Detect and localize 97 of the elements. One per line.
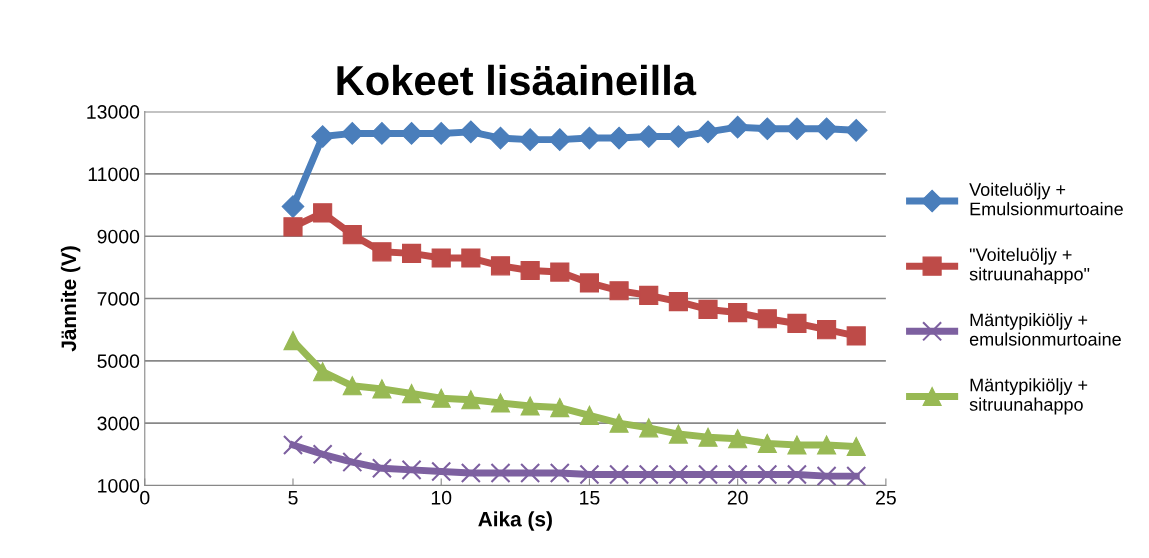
legend-label: "Voiteluöljy + sitruunahappo" <box>969 247 1090 285</box>
point <box>520 462 541 484</box>
point <box>728 429 748 449</box>
point <box>372 242 392 262</box>
point <box>460 462 481 484</box>
point <box>342 225 362 245</box>
point <box>459 120 483 144</box>
point <box>579 405 600 425</box>
point <box>757 433 777 453</box>
point <box>550 397 570 418</box>
point <box>490 256 511 276</box>
y-tick-label: 3000 <box>97 416 140 431</box>
point <box>518 128 542 151</box>
point <box>431 248 451 268</box>
point <box>757 464 778 485</box>
point <box>639 285 659 305</box>
point <box>401 459 422 480</box>
point <box>757 309 777 329</box>
x-tick-label: 0 <box>140 490 150 505</box>
point <box>815 117 838 141</box>
point <box>639 418 659 438</box>
point <box>609 464 630 485</box>
point <box>609 281 629 301</box>
point <box>461 390 481 410</box>
point <box>785 117 809 141</box>
y-tick-label: 9000 <box>97 229 140 244</box>
point <box>726 115 750 139</box>
point <box>400 122 423 145</box>
x-tick-label: 10 <box>431 490 452 505</box>
point <box>787 313 807 334</box>
point <box>372 379 392 399</box>
point <box>431 461 452 482</box>
point <box>696 120 720 144</box>
y-tick-label: 5000 <box>97 354 140 369</box>
point <box>668 292 688 312</box>
y-axis-title: Jännite (V) <box>60 246 81 352</box>
point <box>549 462 570 484</box>
point <box>816 466 837 486</box>
point <box>638 464 659 485</box>
y-tick-label: 1000 <box>98 478 140 493</box>
point <box>520 396 540 416</box>
point <box>312 444 333 465</box>
point <box>846 436 866 457</box>
y-tick-label: 13000 <box>87 105 140 119</box>
y-tick-label: 7000 <box>97 292 140 306</box>
y-tick-label: 11000 <box>88 167 140 182</box>
point <box>340 122 364 145</box>
point <box>401 383 422 404</box>
point <box>342 452 363 473</box>
point <box>817 435 837 455</box>
point <box>698 299 718 320</box>
point <box>461 248 481 268</box>
point <box>786 464 808 485</box>
point <box>548 128 572 151</box>
legend-label: Mäntypikiöljy + emulsionmurtoaine <box>969 312 1121 346</box>
point <box>282 434 304 456</box>
point <box>371 458 392 479</box>
legend-label: Mäntypikiöljy + sitruunahappo <box>969 378 1088 415</box>
point <box>846 326 866 346</box>
point <box>401 243 422 263</box>
point <box>311 125 334 148</box>
x-axis-title: Aika (s) <box>478 511 552 531</box>
x-tick-label: 5 <box>288 491 298 505</box>
legend-label: Voiteluöljy + Emulsionmurtoaine <box>969 182 1123 216</box>
point <box>578 126 601 150</box>
point <box>787 435 807 455</box>
point <box>490 393 511 413</box>
point <box>281 195 305 218</box>
point <box>609 413 629 433</box>
point <box>607 126 631 150</box>
point <box>698 427 718 447</box>
point <box>313 203 333 223</box>
point <box>667 125 690 148</box>
point <box>490 462 511 484</box>
point <box>520 260 540 281</box>
point <box>727 464 748 485</box>
point <box>579 464 600 485</box>
point <box>728 302 748 323</box>
point <box>668 424 688 444</box>
point <box>755 117 779 141</box>
point <box>844 118 868 142</box>
x-tick-label: 25 <box>876 490 896 505</box>
point <box>283 331 303 351</box>
point <box>550 262 570 282</box>
point <box>579 273 600 293</box>
point <box>697 464 719 485</box>
point <box>817 320 837 340</box>
point <box>668 464 689 485</box>
chart-title: Kokeet lisäaineilla <box>337 64 697 96</box>
point <box>313 362 333 382</box>
x-tick-label: 20 <box>727 490 748 505</box>
point <box>431 388 451 408</box>
point <box>489 126 512 150</box>
point <box>342 376 362 396</box>
point <box>283 217 303 237</box>
point <box>846 466 867 486</box>
x-tick-label: 15 <box>580 491 600 505</box>
